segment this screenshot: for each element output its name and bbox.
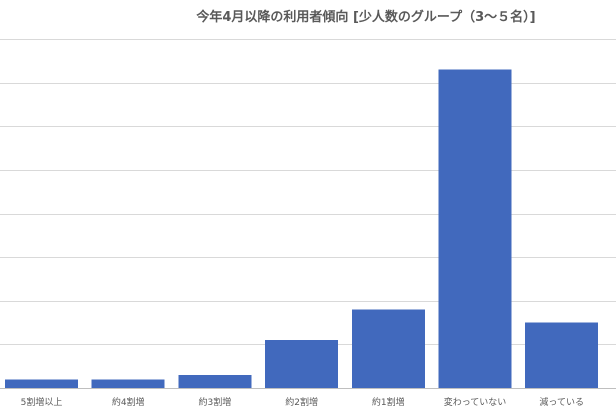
x-tick-label: 変わっていない	[444, 396, 507, 408]
x-tick-label: 減っている	[539, 396, 584, 408]
bar	[5, 379, 78, 388]
bar	[438, 69, 512, 388]
x-tick-label: 約1割増	[372, 396, 405, 408]
x-tick-label: 約3割増	[199, 396, 232, 408]
chart-title: 今年4月以降の利用者傾向 [少人数のグループ（3～５名）]	[196, 10, 536, 25]
x-tick-label: 約2割増	[285, 396, 318, 408]
bar	[351, 309, 425, 388]
gridlines	[0, 39, 616, 345]
bar	[525, 322, 599, 388]
x-tick-labels: 5割増以上 約4割増 約3割増 約2割増 約1割増 変わっていない 減っている	[21, 396, 584, 408]
bars	[5, 69, 599, 388]
x-tick-label: 5割増以上	[21, 396, 63, 408]
bar	[91, 379, 165, 388]
bar	[178, 374, 252, 388]
bar	[265, 340, 339, 388]
x-tick-label: 約4割増	[112, 396, 145, 408]
